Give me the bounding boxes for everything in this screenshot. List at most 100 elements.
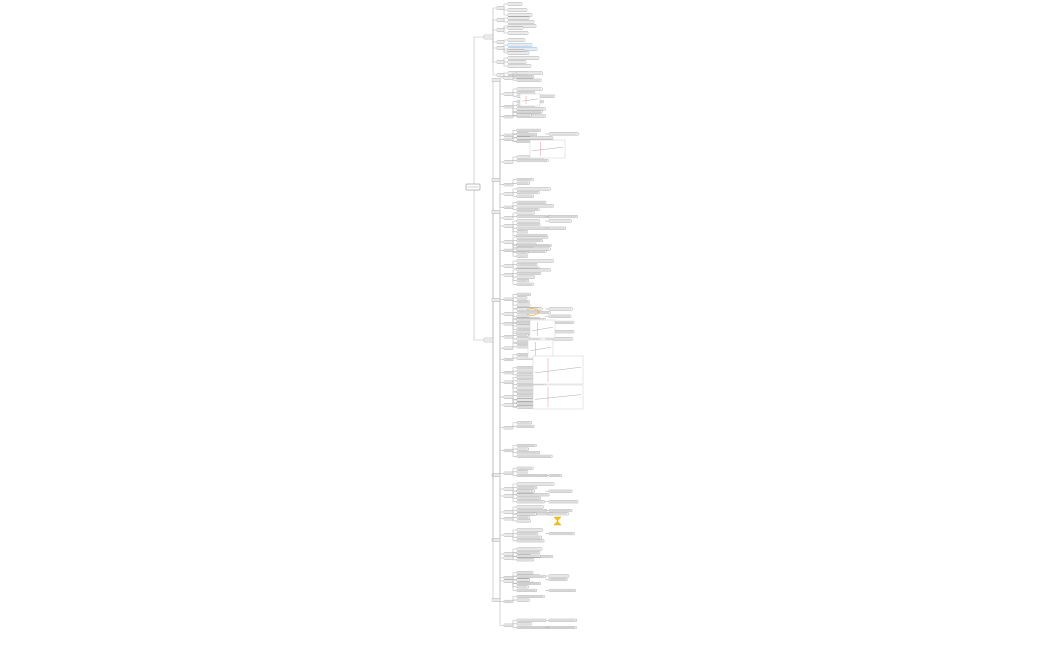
connector-line (512, 269, 517, 275)
connector-line (512, 496, 517, 503)
connector-line (512, 596, 517, 602)
connector-line (512, 179, 517, 185)
connector-line (512, 312, 517, 314)
connector-line (512, 308, 517, 314)
connector-line (499, 511, 504, 540)
connector-line (499, 300, 504, 373)
connector-line (512, 405, 517, 408)
connector-line (512, 299, 517, 310)
connector-line (492, 299, 494, 340)
connector-line (503, 27, 508, 30)
connector-line (503, 57, 508, 62)
connector-line (512, 242, 517, 245)
connector-line (512, 156, 517, 162)
connector-line (512, 397, 517, 407)
connector-line (503, 39, 508, 42)
connector-line (492, 37, 497, 76)
connector-line (512, 236, 517, 242)
connector-line (512, 342, 517, 349)
connector-line (473, 36, 484, 184)
connector-line (512, 448, 517, 451)
connector-line (512, 106, 517, 110)
connector-line (512, 517, 517, 519)
connector-line (512, 376, 517, 383)
connector-line (512, 194, 517, 197)
connector-line (499, 540, 504, 582)
connector-line (503, 48, 508, 54)
figure-line (534, 367, 582, 373)
connector-line (512, 450, 517, 453)
connector-line (512, 266, 517, 269)
connector-line (512, 294, 517, 300)
connector-line (499, 540, 504, 559)
connector-line (512, 336, 517, 340)
connector-line (499, 250, 504, 300)
connector-line (512, 490, 517, 496)
connector-line (512, 426, 517, 428)
connector-line (512, 207, 517, 210)
connector-line (512, 134, 517, 140)
connector-line (512, 101, 517, 107)
connector-line (512, 450, 517, 457)
connector-line (512, 160, 517, 162)
connector-line (499, 80, 504, 136)
connector-line (503, 48, 508, 50)
connector-line (512, 248, 517, 251)
connector-line (512, 370, 517, 373)
connector-line (512, 226, 517, 233)
connector-line (512, 380, 517, 383)
connector-line (512, 403, 517, 405)
connector-line (512, 625, 517, 628)
connector-line (499, 488, 504, 540)
connector-line (512, 250, 517, 257)
connector-line (503, 62, 508, 67)
connector-line (503, 44, 508, 48)
connector-line (503, 48, 508, 52)
connector-line (512, 357, 517, 360)
connector-line (512, 619, 517, 626)
connector-line (512, 581, 517, 588)
connector-line (512, 623, 517, 626)
connector-line (499, 534, 504, 540)
connector-line (512, 473, 517, 476)
connector-line (499, 212, 504, 267)
connector-line (512, 391, 517, 398)
connector-line (512, 399, 517, 405)
connector-line (512, 581, 517, 591)
connector-line (499, 77, 504, 80)
connector-line (512, 202, 517, 208)
connector-line (512, 299, 517, 302)
connector-line (512, 92, 517, 94)
connector-line (473, 190, 484, 341)
connector-line (499, 553, 504, 600)
connector-line (512, 581, 517, 584)
connector-line (512, 264, 517, 266)
connector-line (512, 599, 517, 602)
connector-line (512, 576, 517, 578)
connector-line (512, 552, 517, 554)
connector-line (492, 7, 497, 37)
connector-line (512, 182, 517, 185)
connector-line (512, 331, 517, 337)
connector-line (512, 94, 517, 97)
connector-line (512, 224, 517, 226)
connector-line (512, 577, 517, 584)
connector-line (499, 139, 504, 180)
connector-line (512, 274, 517, 285)
connector-line (512, 297, 517, 300)
connector-line (492, 37, 497, 49)
connector-line (512, 212, 517, 218)
connector-line (512, 139, 517, 142)
connector-line (499, 472, 504, 475)
connector-line (512, 323, 517, 330)
connector-line (499, 427, 504, 475)
connector-line (512, 471, 517, 474)
connector-line (512, 372, 517, 376)
connector-line (512, 137, 517, 140)
connector-line (512, 572, 517, 578)
connector-line (512, 382, 517, 385)
connector-line (512, 216, 517, 218)
connector-line (492, 37, 497, 43)
connector-line (512, 382, 517, 392)
